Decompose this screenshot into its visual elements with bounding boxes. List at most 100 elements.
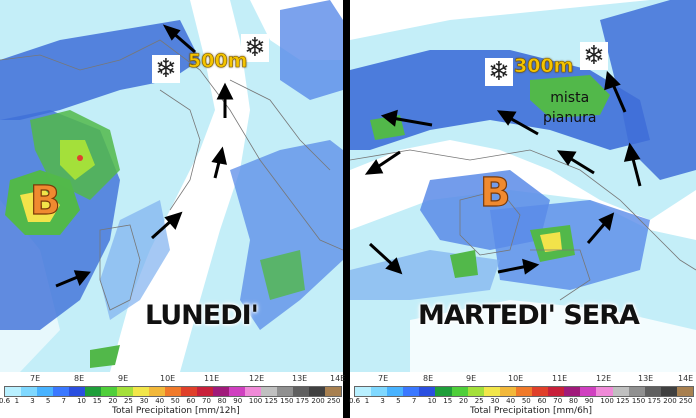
- colorbar-swatch: [532, 387, 549, 396]
- colorbar-swatch: [293, 387, 309, 396]
- lon-tick: 14E: [678, 374, 694, 383]
- lon-tick: 10E: [160, 374, 176, 383]
- colorbar-swatch: [435, 387, 452, 396]
- mix-label-line2: pianura: [543, 110, 597, 126]
- colorbar-swatch: [596, 387, 613, 396]
- lon-tick: 14E: [330, 374, 346, 383]
- low-pressure-label: B: [29, 177, 61, 224]
- colorbar-swatch: [117, 387, 133, 396]
- colorbar-value: 0.6: [349, 397, 361, 405]
- day-label: LUNEDI': [145, 300, 259, 331]
- colorbar-swatch: [580, 387, 597, 396]
- colorbar-value: 3: [30, 397, 35, 405]
- mix-label: mista pianura: [543, 88, 596, 128]
- lon-tick: 7E: [30, 374, 41, 383]
- colorbar-value: 250: [679, 397, 693, 405]
- colorbar-swatch: [197, 387, 213, 396]
- colorbar-value: 250: [327, 397, 341, 405]
- colorbar-value: 1: [364, 397, 370, 405]
- colorbar-value: 3: [380, 397, 385, 405]
- colorbar-value: 10: [427, 397, 437, 405]
- colorbar-value: 5: [396, 397, 401, 405]
- colorbar-swatch: [467, 387, 484, 396]
- colorbar-value: 1: [14, 397, 20, 405]
- colorbar-value: 20: [108, 397, 118, 405]
- lon-tick: 9E: [118, 374, 129, 383]
- colorbar-swatch: [515, 387, 533, 396]
- colorbar-swatch: [628, 387, 645, 396]
- colorbar-swatch: [419, 387, 436, 396]
- right-precip-map: ❄ ❄ 300m mista pianura B MARTEDI' SERA: [350, 0, 696, 372]
- colorbar-value: 90: [233, 397, 243, 405]
- colorbar-value: 7: [411, 397, 417, 405]
- colorbar-swatch: [229, 387, 245, 396]
- colorbar-swatch: [85, 387, 101, 396]
- colorbar-value: 150: [280, 397, 294, 405]
- colorbar-value: 7: [61, 397, 66, 405]
- snowflake-icon: ❄: [152, 55, 180, 83]
- colorbar-swatch: [355, 387, 372, 396]
- left-precip-map: ❄ ❄ 500m B LUNEDI': [0, 0, 343, 372]
- colorbar-value: 20: [459, 397, 468, 405]
- colorbar-left: [4, 386, 342, 397]
- colorbar-value: 30: [139, 397, 149, 405]
- colorbar-swatch: [261, 387, 277, 396]
- colorbar-swatch: [612, 387, 629, 396]
- colorbar-value: 70: [202, 397, 211, 405]
- colorbar-title: Total Precipitation [mm/12h]: [112, 406, 240, 416]
- lon-tick: 11E: [204, 374, 220, 383]
- lon-tick: 11E: [552, 374, 568, 383]
- colorbar-value: 40: [155, 397, 165, 405]
- colorbar-value: 125: [264, 397, 278, 405]
- colorbar-value: 5: [45, 397, 51, 405]
- lon-tick: 8E: [74, 374, 85, 383]
- panel-divider: [343, 0, 350, 418]
- colorbar-value: 15: [443, 397, 453, 405]
- colorbar-swatch: [403, 387, 420, 396]
- day-label: MARTEDI' SERA: [418, 300, 640, 331]
- colorbar-value: 30: [490, 397, 500, 405]
- mix-label-line1: mista: [550, 90, 590, 106]
- colorbar-value: 50: [170, 397, 180, 405]
- colorbar-swatch: [451, 387, 468, 396]
- colorbar-swatch: [660, 387, 677, 396]
- colorbar-swatch: [5, 387, 21, 396]
- lon-tick: 12E: [596, 374, 612, 383]
- colorbar-swatch: [325, 387, 341, 396]
- lon-tick: 13E: [292, 374, 308, 383]
- colorbar-swatch: [548, 387, 565, 396]
- colorbar-swatch: [277, 387, 293, 396]
- right-map-graphic: [350, 0, 696, 372]
- colorbar-swatch: [149, 387, 165, 396]
- colorbar-value: 60: [537, 397, 547, 405]
- colorbar-swatch: [133, 387, 149, 396]
- colorbar-value: 125: [616, 397, 630, 405]
- colorbar-swatch: [309, 387, 325, 396]
- colorbar-swatch: [499, 387, 516, 396]
- colorbar-value: 70: [553, 397, 563, 405]
- colorbar-swatch: [676, 387, 693, 396]
- lon-tick: 9E: [466, 374, 477, 383]
- colorbar-value: 200: [663, 397, 677, 405]
- colorbar-value: 80: [217, 397, 227, 405]
- snow-level-label: 300m: [514, 55, 574, 78]
- colorbar-swatch: [371, 387, 388, 396]
- colorbar-value: 25: [123, 397, 133, 405]
- colorbar-right: [354, 386, 694, 397]
- colorbar-swatch: [213, 387, 229, 396]
- colorbar-title: Total Precipitation [mm/6h]: [470, 406, 593, 416]
- colorbar-value: 100: [248, 397, 263, 405]
- colorbar-swatch: [564, 387, 581, 396]
- colorbar-swatch: [101, 387, 117, 396]
- colorbar-value: 150: [631, 397, 646, 405]
- colorbar-swatch: [69, 387, 85, 396]
- colorbar-value: 40: [506, 397, 516, 405]
- colorbar-value: 175: [295, 397, 310, 405]
- colorbar-value: 10: [77, 397, 87, 405]
- colorbar-swatch: [37, 387, 53, 396]
- colorbar-swatch: [53, 387, 69, 396]
- colorbar-value: 200: [311, 397, 325, 405]
- lon-tick: 13E: [638, 374, 654, 383]
- lon-tick: 7E: [378, 374, 389, 383]
- lon-tick: 12E: [249, 374, 265, 383]
